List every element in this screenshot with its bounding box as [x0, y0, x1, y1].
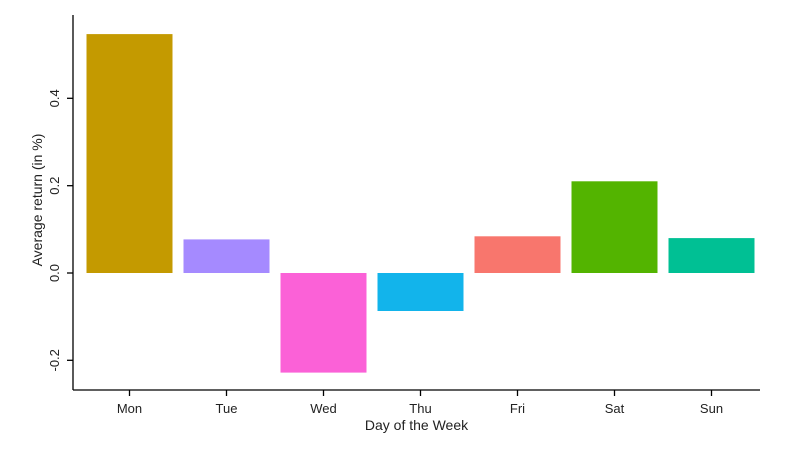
bar-mon — [86, 34, 173, 273]
bar-sat — [571, 181, 658, 273]
bar-sun — [668, 238, 755, 273]
x-tick-label: Sat — [605, 401, 625, 416]
y-tick-label: 0.4 — [47, 89, 62, 107]
x-tick-label: Thu — [409, 401, 431, 416]
bar-fri — [474, 236, 561, 273]
x-tick-label: Fri — [510, 401, 525, 416]
bar-wed — [280, 273, 367, 373]
x-tick-label: Tue — [216, 401, 238, 416]
y-axis-ticks: -0.2 0.0 0.2 0.4 — [47, 89, 73, 372]
y-tick-label: -0.2 — [47, 349, 62, 371]
x-tick-label: Mon — [117, 401, 142, 416]
y-tick-label: 0.2 — [47, 177, 62, 195]
bars-group — [86, 34, 755, 373]
x-tick-label: Sun — [700, 401, 723, 416]
y-axis-title: Average return (in %) — [29, 134, 45, 267]
y-tick-label: 0.0 — [47, 264, 62, 282]
x-tick-label: Wed — [310, 401, 337, 416]
x-axis-ticks: Mon Tue Wed Thu Fri Sat Sun — [117, 390, 723, 416]
x-axis-title: Day of the Week — [365, 417, 469, 433]
bar-tue — [183, 239, 270, 273]
bar-thu — [377, 273, 464, 311]
